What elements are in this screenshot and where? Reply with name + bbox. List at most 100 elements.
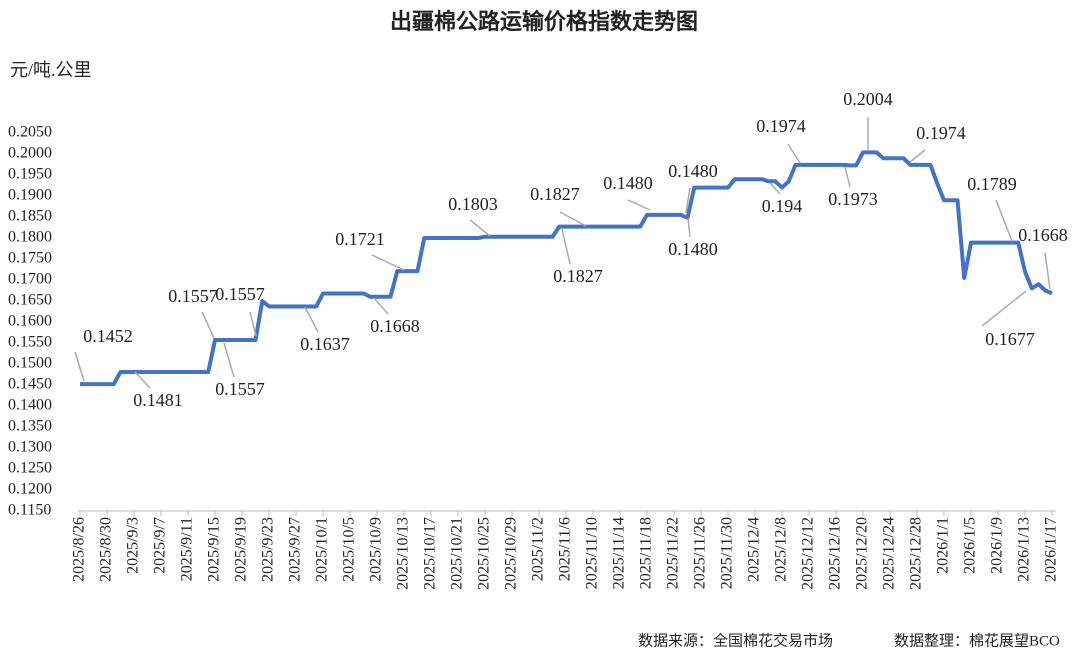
- x-tick-label: 2025/9/23: [260, 517, 277, 582]
- annotation: 0.1973: [828, 189, 878, 209]
- x-tick-label: 2025/12/16: [827, 517, 844, 590]
- annotation-leader: [627, 199, 651, 211]
- annotation-leader: [687, 217, 691, 238]
- y-tick-label: 0.1300: [8, 439, 52, 456]
- x-tick-label: 2025/9/19: [233, 517, 250, 582]
- y-tick-label: 0.1450: [8, 376, 52, 393]
- x-tick-label: 2025/11/30: [719, 517, 736, 589]
- annotation: 0.1974: [756, 116, 806, 136]
- annotation: 0.1480: [668, 161, 718, 181]
- annotation-leader: [981, 290, 1027, 327]
- annotation-leader: [561, 228, 571, 265]
- compiler-note: 数据整理：棉花展望BCO: [894, 632, 1060, 649]
- annotation-leader: [304, 306, 319, 333]
- x-tick-label: 2025/11/26: [692, 517, 709, 589]
- y-tick-label: 0.1850: [8, 208, 52, 225]
- annotation-leader: [223, 342, 235, 378]
- x-tick-label: 2025/11/22: [665, 517, 682, 589]
- price-line: [80, 150, 1053, 387]
- x-tick-label: 2025/11/10: [584, 517, 601, 589]
- y-tick-label: 0.1900: [8, 187, 52, 204]
- x-tick-label: 2026/1/9: [989, 517, 1006, 574]
- x-tick-label: 2025/11/2: [530, 517, 547, 581]
- annotation: 0.1721: [335, 229, 385, 249]
- annotation: 0.1677: [985, 329, 1035, 349]
- y-tick-label: 0.1400: [8, 397, 52, 414]
- x-tick-label: 2025/12/4: [746, 517, 763, 582]
- x-tick-label: 2025/10/17: [422, 517, 439, 590]
- x-tick-label: 2025/12/8: [773, 517, 790, 582]
- annotation-leader: [74, 351, 85, 382]
- y-tick-label: 0.2050: [8, 124, 52, 141]
- y-tick-label: 0.1250: [8, 460, 52, 477]
- annotation-leader: [769, 182, 781, 195]
- y-tick-label: 0.1350: [8, 418, 52, 435]
- annotation: 0.1480: [668, 239, 718, 259]
- annotation-leader: [373, 297, 389, 315]
- annotation: 0.1803: [448, 194, 498, 214]
- x-tick-label: 2025/8/30: [98, 517, 115, 582]
- x-tick-label: 2025/9/11: [179, 517, 196, 581]
- x-tick-label: 2025/12/12: [800, 517, 817, 590]
- x-tick-label: 2025/9/15: [206, 517, 223, 582]
- x-tick-label: 2025/10/13: [395, 517, 412, 590]
- chart-title: 出疆棉公路运输价格指数走势图: [390, 9, 698, 34]
- x-tick-label: 2025/9/7: [152, 517, 169, 574]
- x-tick-label: 2025/10/1: [314, 517, 331, 582]
- x-tick-label: 2025/11/6: [557, 517, 574, 581]
- annotation-leader: [249, 311, 257, 337]
- x-tick-label: 2025/12/20: [854, 517, 871, 590]
- x-tick-label: 2025/10/9: [368, 517, 385, 582]
- x-tick-label: 2025/12/24: [881, 517, 898, 590]
- annotation: 0.1668: [370, 316, 420, 336]
- y-tick-label: 0.1950: [8, 166, 52, 183]
- annotation-leader: [685, 187, 691, 214]
- annotation: 0.1557: [168, 286, 218, 306]
- annotation: 0.1481: [133, 390, 183, 410]
- y-tick-label: 0.2000: [8, 145, 52, 162]
- annotation: 0.1827: [553, 266, 603, 286]
- x-tick-label: 2026/1/1: [935, 517, 952, 574]
- y-tick-label: 0.1500: [8, 355, 52, 372]
- y-tick-label: 0.1750: [8, 250, 52, 267]
- annotation: 0.1789: [967, 174, 1017, 194]
- annotation-leader: [559, 211, 587, 227]
- annotation-leader: [201, 311, 215, 339]
- y-axis-label: 元/吨.公里: [10, 60, 92, 80]
- annotation: 0.1480: [603, 173, 653, 193]
- y-tick-label: 0.1550: [8, 334, 52, 351]
- annotation: 0.1974: [916, 123, 966, 143]
- y-tick-label: 0.1200: [8, 481, 52, 498]
- y-tick-label: 0.1150: [8, 502, 51, 519]
- x-tick-label: 2025/11/18: [638, 517, 655, 589]
- y-tick-label: 0.1650: [8, 292, 52, 309]
- annotation-leader: [787, 143, 801, 164]
- annotation: 0.1637: [300, 334, 350, 354]
- annotation: 0.1668: [1018, 225, 1068, 245]
- y-tick-label: 0.1600: [8, 313, 52, 330]
- x-tick-label: 2025/8/26: [71, 517, 88, 582]
- x-tick-label: 2025/9/27: [287, 517, 304, 582]
- x-tick-label: 2025/9/3: [125, 517, 142, 574]
- x-tick-label: 2026/1/17: [1043, 517, 1060, 582]
- annotation: 0.1827: [530, 184, 580, 204]
- annotation: 0.1557: [215, 379, 265, 399]
- annotation: 0.1452: [83, 326, 133, 346]
- annotation: 0.2004: [843, 89, 893, 109]
- x-tick-label: 2025/12/28: [908, 517, 925, 590]
- x-tick-label: 2025/11/14: [611, 517, 628, 589]
- x-tick-label: 2025/10/29: [503, 517, 520, 590]
- annotation-leader: [995, 199, 1013, 242]
- x-tick-label: 2026/1/5: [962, 517, 979, 574]
- x-tick-label: 2025/10/21: [449, 517, 466, 590]
- x-tick-label: 2025/10/5: [341, 517, 358, 582]
- source-note: 数据来源：全国棉花交易市场: [638, 631, 833, 649]
- annotation: 0.1557: [215, 284, 265, 304]
- y-tick-label: 0.1800: [8, 229, 52, 246]
- x-tick-label: 2026/1/13: [1016, 517, 1033, 582]
- annotation-leader: [844, 166, 851, 188]
- annotation-leader: [909, 149, 926, 163]
- annotation-leader: [371, 254, 405, 271]
